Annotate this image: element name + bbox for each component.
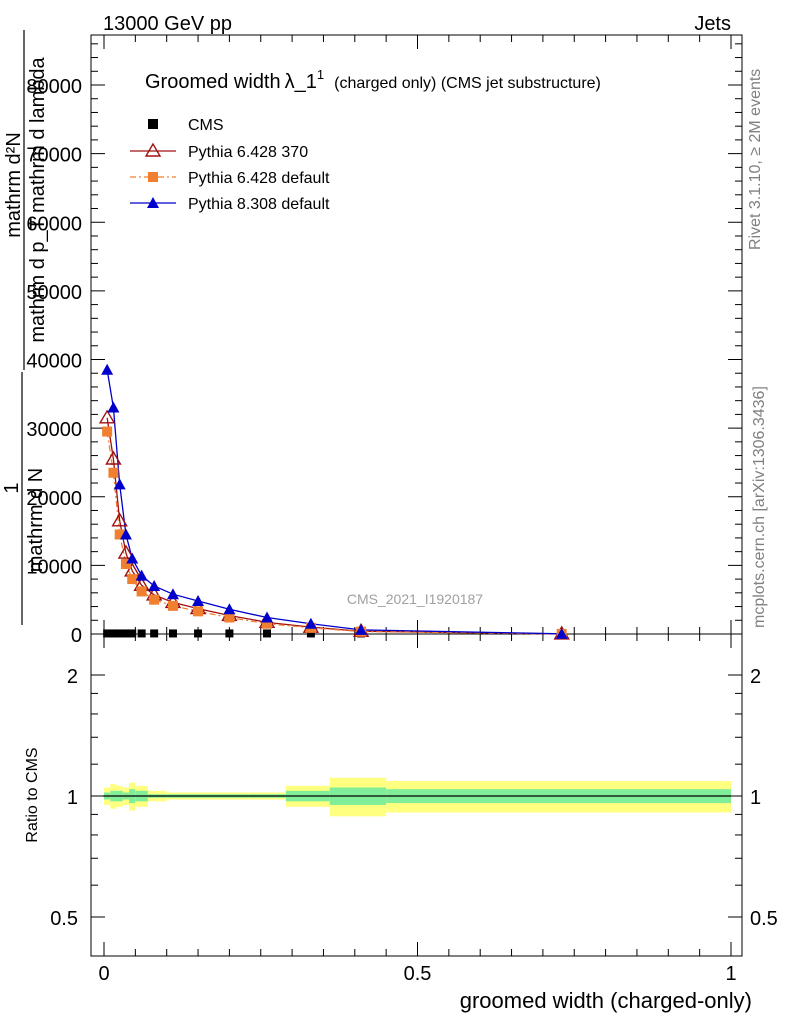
data-point-square bbox=[136, 586, 147, 597]
data-point-triangle bbox=[119, 528, 132, 540]
y-tick-label: 20000 bbox=[26, 488, 82, 510]
ratio-frame bbox=[90, 633, 743, 957]
legend-label: CMS bbox=[188, 117, 224, 134]
legend-label: Pythia 8.308 default bbox=[188, 196, 330, 213]
data-point-square bbox=[137, 629, 146, 638]
data-point-square bbox=[150, 629, 159, 638]
series-line bbox=[106, 369, 562, 635]
data-point-triangle bbox=[304, 617, 317, 629]
ratio-tick-label: 2 bbox=[67, 666, 78, 688]
data-point-square bbox=[127, 574, 138, 585]
data-point-square bbox=[102, 426, 113, 437]
legend-label: Pythia 6.428 default bbox=[188, 170, 330, 187]
data-point-triangle bbox=[192, 595, 205, 607]
data-point-triangle bbox=[555, 627, 568, 639]
header-right: Jets bbox=[694, 13, 731, 35]
y-tick-label: 60000 bbox=[26, 213, 82, 235]
x-tick-label: 1 bbox=[725, 963, 736, 985]
data-point-square bbox=[224, 612, 235, 623]
ratio-tick-label-right: 0.5 bbox=[750, 908, 778, 930]
y-axis-label: 1 mathrm d N mathrm d²N mathrm d p_T mat… bbox=[1, 30, 49, 625]
data-point-triangle bbox=[223, 603, 236, 615]
data-point-square bbox=[262, 618, 273, 629]
data-point-triangle bbox=[135, 569, 148, 581]
data-point-square bbox=[225, 629, 234, 638]
data-point-triangle bbox=[166, 588, 179, 600]
legend: CMS Pythia 6.428 370 Pythia 6.428 default P… bbox=[130, 117, 330, 213]
rivet-label: Rivet 3.1.10, ≥ 2M events bbox=[747, 69, 764, 250]
data-point-open-triangle bbox=[111, 512, 128, 527]
ylabel-numerator: 1 bbox=[1, 482, 23, 493]
x-tick-label: 0 bbox=[98, 963, 109, 985]
data-point-square bbox=[109, 629, 118, 638]
ratio-tick-label: 1 bbox=[67, 787, 78, 809]
data-point-square bbox=[114, 529, 125, 540]
x-tick-label: 0.5 bbox=[404, 963, 432, 985]
data-point-open-triangle bbox=[105, 450, 122, 465]
x-axis-label: groomed width (charged-only) bbox=[460, 988, 752, 1013]
data-point-square bbox=[108, 467, 119, 478]
title-main: Groomed width bbox=[145, 71, 281, 93]
series-markers bbox=[98, 363, 570, 640]
data-point-square bbox=[103, 629, 112, 638]
data-point-triangle bbox=[107, 401, 120, 413]
data-point-square bbox=[194, 629, 203, 638]
data-point-square bbox=[167, 600, 178, 611]
y-tick-label: 70000 bbox=[26, 145, 82, 167]
mcplots-label: mcplots.cern.ch [arXiv:1306.3436] bbox=[751, 386, 768, 628]
y-tick-label: 80000 bbox=[26, 76, 82, 98]
data-point-square bbox=[193, 606, 204, 617]
y-tick-label: 40000 bbox=[26, 351, 82, 373]
data-point-square bbox=[115, 629, 124, 638]
ratio-tick-label: 0.5 bbox=[50, 908, 78, 930]
legend-label: Pythia 6.428 370 bbox=[188, 144, 308, 161]
ylabel-denominator: mathrm d N bbox=[25, 468, 47, 572]
y-tick-label: 50000 bbox=[26, 282, 82, 304]
data-point-triangle bbox=[261, 611, 274, 623]
data-point-square bbox=[148, 119, 158, 129]
data-point-square bbox=[263, 629, 272, 638]
ratio-ylabel: Ratio to CMS bbox=[24, 747, 41, 842]
title-lambda: λ_1 bbox=[285, 71, 317, 93]
title-sup: 1 bbox=[317, 67, 324, 82]
ratio-tick-label-right: 2 bbox=[750, 666, 761, 688]
title-sub: (charged only) (CMS jet substructure) bbox=[334, 75, 601, 92]
data-point-triangle bbox=[355, 623, 368, 635]
data-point-triangle bbox=[126, 552, 139, 564]
data-point-square bbox=[148, 172, 158, 182]
ratio-axis-ticks: 0 0.5 1 0.5 0.5 1 1 2 2 bbox=[50, 634, 778, 985]
data-point-open-triangle bbox=[117, 544, 135, 559]
data-point-square bbox=[120, 559, 131, 570]
data-point-square bbox=[149, 594, 160, 605]
data-point-square bbox=[306, 629, 315, 638]
ratio-tick-label-right: 1 bbox=[750, 787, 761, 809]
data-point-square bbox=[121, 629, 130, 638]
data-point-triangle bbox=[101, 363, 114, 375]
analysis-id: CMS_2021_I1920187 bbox=[347, 591, 483, 607]
y-tick-label: 10000 bbox=[26, 556, 82, 578]
data-point-triangle bbox=[113, 478, 126, 490]
y-tick-label-zero: 0 bbox=[71, 625, 82, 647]
data-point-square bbox=[128, 629, 137, 638]
data-point-open-triangle bbox=[144, 142, 162, 157]
chart-title: Groomed width λ_11 (charged only) (CMS jet… bbox=[145, 67, 601, 93]
data-point-triangle bbox=[147, 197, 159, 208]
ylabel-line1: mathrm d²N bbox=[3, 132, 25, 238]
header-left: 13000 GeV pp bbox=[103, 13, 232, 35]
main-axis-ticks: 10000 20000 30000 40000 50000 60000 70000 80000… bbox=[26, 35, 742, 647]
ratio-bands bbox=[103, 777, 731, 817]
data-point-open-triangle bbox=[98, 409, 116, 424]
ylabel-line2: mathrm d p_T mathrm d lambda bbox=[27, 56, 49, 342]
data-point-triangle bbox=[148, 579, 161, 591]
y-tick-label: 30000 bbox=[26, 419, 82, 441]
data-point-square bbox=[168, 629, 177, 638]
